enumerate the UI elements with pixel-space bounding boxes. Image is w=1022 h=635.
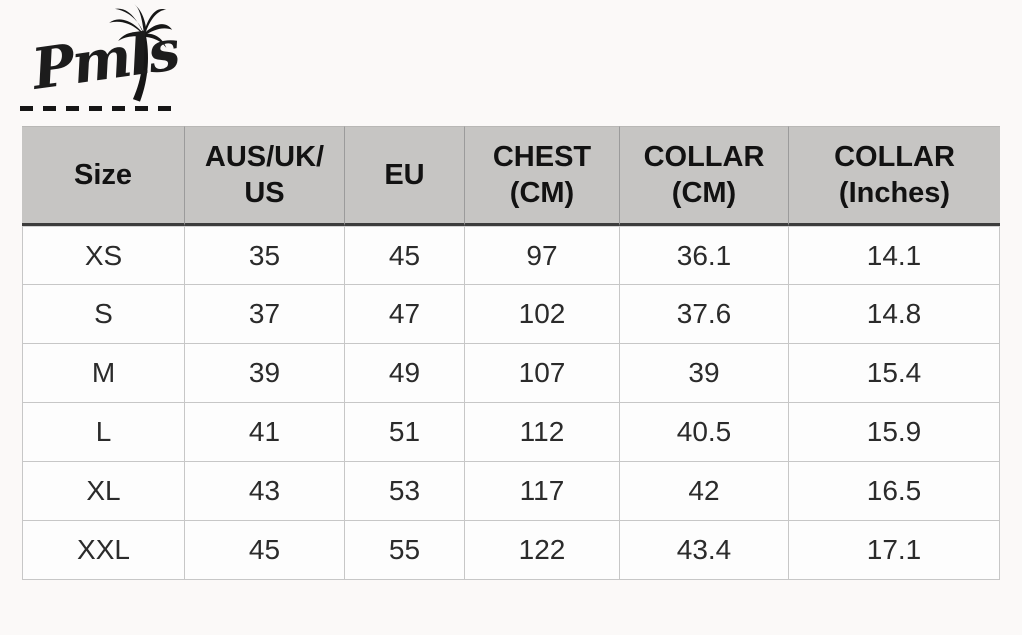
- header-cell-size: Size: [22, 126, 185, 226]
- cell-collar-cm: 40.5: [620, 403, 789, 462]
- cell-size: XXL: [22, 521, 185, 580]
- cell-chest-cm: 122: [465, 521, 620, 580]
- cell-eu: 49: [345, 344, 465, 403]
- cell-collar-inches: 17.1: [789, 521, 1000, 580]
- cell-chest-cm: 107: [465, 344, 620, 403]
- cell-collar-inches: 15.9: [789, 403, 1000, 462]
- table-row-l: L 41 51 112 40.5 15.9: [22, 403, 1000, 462]
- cell-aus-uk-us: 43: [185, 462, 345, 521]
- cell-collar-cm: 43.4: [620, 521, 789, 580]
- cell-aus-uk-us: 35: [185, 226, 345, 285]
- cell-chest-cm: 117: [465, 462, 620, 521]
- cell-aus-uk-us: 41: [185, 403, 345, 462]
- cell-collar-inches: 15.4: [789, 344, 1000, 403]
- table-row-xl: XL 43 53 117 42 16.5: [22, 462, 1000, 521]
- cell-size: XS: [22, 226, 185, 285]
- cell-eu: 55: [345, 521, 465, 580]
- cell-collar-cm: 37.6: [620, 285, 789, 344]
- cell-size: M: [22, 344, 185, 403]
- cell-size: L: [22, 403, 185, 462]
- cell-collar-inches: 14.8: [789, 285, 1000, 344]
- cell-aus-uk-us: 39: [185, 344, 345, 403]
- cell-collar-cm: 39: [620, 344, 789, 403]
- brand-logo: Pmls: [20, 2, 192, 114]
- cell-size: XL: [22, 462, 185, 521]
- cell-eu: 47: [345, 285, 465, 344]
- cell-chest-cm: 97: [465, 226, 620, 285]
- table-header-row: Size AUS/UK/ US EU CHEST (CM) COLLAR (CM…: [22, 126, 1000, 226]
- cell-eu: 51: [345, 403, 465, 462]
- header-cell-collar-cm: COLLAR (CM): [620, 126, 789, 226]
- cell-aus-uk-us: 37: [185, 285, 345, 344]
- logo-dashed-underline: [20, 106, 180, 111]
- table-row-m: M 39 49 107 39 15.4: [22, 344, 1000, 403]
- cell-collar-cm: 36.1: [620, 226, 789, 285]
- table-row-xxl: XXL 45 55 122 43.4 17.1: [22, 521, 1000, 580]
- table-row-xs: XS 35 45 97 36.1 14.1: [22, 226, 1000, 285]
- cell-eu: 45: [345, 226, 465, 285]
- cell-chest-cm: 112: [465, 403, 620, 462]
- cell-collar-inches: 14.1: [789, 226, 1000, 285]
- cell-collar-inches: 16.5: [789, 462, 1000, 521]
- cell-chest-cm: 102: [465, 285, 620, 344]
- header-cell-chest-cm: CHEST (CM): [465, 126, 620, 226]
- cell-aus-uk-us: 45: [185, 521, 345, 580]
- cell-size: S: [22, 285, 185, 344]
- table-row-s: S 37 47 102 37.6 14.8: [22, 285, 1000, 344]
- header-cell-eu: EU: [345, 126, 465, 226]
- cell-collar-cm: 42: [620, 462, 789, 521]
- palm-tree-icon: [109, 2, 173, 102]
- header-cell-collar-inches: COLLAR (Inches): [789, 126, 1000, 226]
- header-cell-aus-uk-us: AUS/UK/ US: [185, 126, 345, 226]
- size-chart-table: Size AUS/UK/ US EU CHEST (CM) COLLAR (CM…: [22, 126, 1000, 580]
- cell-eu: 53: [345, 462, 465, 521]
